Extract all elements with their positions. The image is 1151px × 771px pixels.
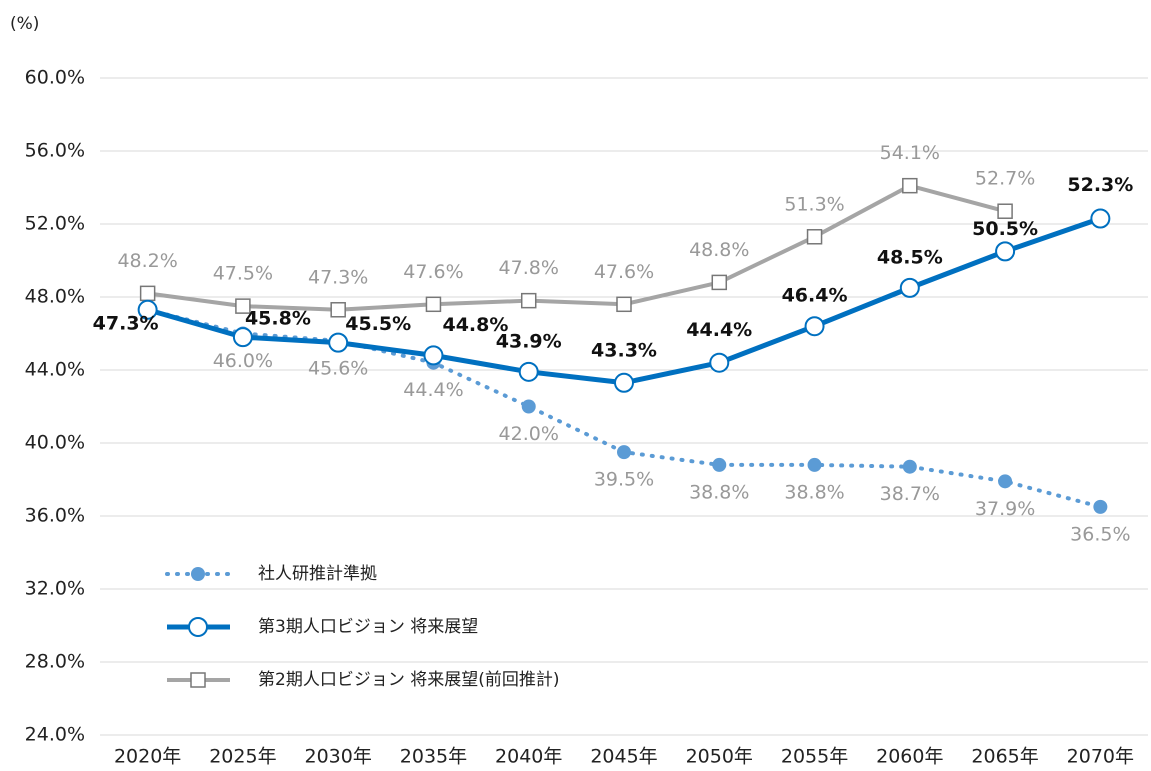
x-tick-label: 2045年 bbox=[590, 746, 657, 768]
legend-marker bbox=[188, 617, 208, 637]
data-label: 47.6% bbox=[403, 261, 463, 283]
data-label: 50.5% bbox=[972, 218, 1038, 240]
point bbox=[232, 327, 253, 348]
x-tick-label: 2025年 bbox=[209, 746, 276, 768]
point bbox=[1090, 208, 1111, 229]
legend-label: 社人研推計準拠 bbox=[258, 564, 377, 584]
data-label: 48.2% bbox=[117, 250, 177, 272]
point bbox=[614, 372, 634, 393]
y-tick-label: 28.0% bbox=[25, 651, 85, 673]
point bbox=[425, 296, 442, 313]
point bbox=[997, 203, 1013, 219]
point bbox=[520, 292, 537, 309]
point bbox=[902, 177, 918, 194]
point bbox=[1093, 499, 1108, 514]
y-tick-label: 44.0% bbox=[25, 359, 85, 381]
data-label: 48.8% bbox=[689, 239, 749, 261]
point bbox=[711, 274, 728, 291]
data-label: 44.4% bbox=[686, 319, 752, 341]
data-label: 47.3% bbox=[308, 266, 368, 288]
point bbox=[712, 457, 727, 472]
data-label: 39.5% bbox=[594, 469, 654, 491]
data-label: 52.7% bbox=[975, 168, 1035, 190]
point bbox=[806, 229, 823, 245]
data-label: 43.3% bbox=[591, 339, 657, 361]
y-tick-label: 24.0% bbox=[25, 724, 85, 746]
point bbox=[330, 302, 346, 318]
data-label: 45.8% bbox=[245, 308, 311, 330]
point bbox=[709, 352, 730, 373]
legend-label: 第2期人口ビジョン 将来展望(前回推計) bbox=[258, 670, 559, 690]
x-tick-label: 2065年 bbox=[971, 746, 1038, 768]
y-tick-label: 56.0% bbox=[25, 140, 85, 162]
y-tick-label: 52.0% bbox=[25, 213, 85, 235]
y-tick-label: 36.0% bbox=[25, 505, 85, 527]
data-label: 44.4% bbox=[403, 379, 463, 401]
x-tick-label: 2060年 bbox=[876, 746, 943, 768]
point bbox=[899, 277, 920, 298]
data-label: 47.3% bbox=[93, 312, 159, 334]
data-label: 47.5% bbox=[213, 263, 273, 285]
data-label: 47.8% bbox=[499, 257, 559, 279]
point bbox=[235, 298, 251, 314]
x-tick-label: 2050年 bbox=[686, 746, 753, 768]
point bbox=[807, 457, 822, 472]
data-label: 38.8% bbox=[689, 481, 749, 503]
data-label: 37.9% bbox=[975, 498, 1035, 520]
y-tick-label: 32.0% bbox=[25, 578, 85, 600]
data-label: 46.4% bbox=[782, 285, 848, 307]
point bbox=[521, 399, 536, 414]
point bbox=[902, 459, 917, 474]
data-label: 45.5% bbox=[345, 313, 411, 335]
data-label: 47.6% bbox=[594, 261, 654, 283]
data-label: 44.8% bbox=[442, 314, 508, 336]
x-tick-label: 2070年 bbox=[1067, 746, 1134, 768]
x-tick-label: 2030年 bbox=[305, 746, 372, 768]
data-label: 38.8% bbox=[784, 481, 844, 503]
point bbox=[998, 474, 1013, 489]
data-label: 42.0% bbox=[499, 423, 559, 445]
data-label: 36.5% bbox=[1070, 523, 1130, 545]
data-label: 45.6% bbox=[308, 357, 368, 379]
data-label: 43.9% bbox=[496, 330, 562, 352]
data-label: 52.3% bbox=[1067, 174, 1133, 196]
y-tick-label: 60.0% bbox=[25, 67, 85, 89]
legend-marker bbox=[191, 567, 205, 581]
y-tick-label: 48.0% bbox=[25, 286, 85, 308]
x-tick-label: 2020年 bbox=[114, 746, 181, 768]
point bbox=[616, 296, 632, 313]
point bbox=[328, 332, 349, 353]
data-label: 51.3% bbox=[784, 193, 844, 215]
series-line bbox=[147, 183, 1006, 312]
point bbox=[995, 241, 1016, 262]
point bbox=[804, 316, 825, 337]
y-axis-label: (%) bbox=[10, 14, 39, 34]
x-tick-label: 2040年 bbox=[495, 746, 562, 768]
point bbox=[617, 445, 631, 460]
point bbox=[137, 299, 158, 320]
x-tick-label: 2035年 bbox=[400, 746, 467, 768]
legend-marker bbox=[190, 672, 206, 688]
x-tick-label: 2055年 bbox=[781, 746, 848, 768]
point bbox=[423, 345, 444, 366]
data-label: 46.0% bbox=[213, 350, 273, 372]
point bbox=[518, 361, 539, 382]
point bbox=[139, 285, 156, 302]
data-label: 48.5% bbox=[877, 246, 943, 268]
legend-label: 第3期人口ビジョン 将来展望 bbox=[258, 617, 478, 637]
data-label: 38.7% bbox=[880, 483, 940, 505]
y-tick-label: 40.0% bbox=[25, 432, 85, 454]
data-label: 54.1% bbox=[880, 142, 940, 164]
